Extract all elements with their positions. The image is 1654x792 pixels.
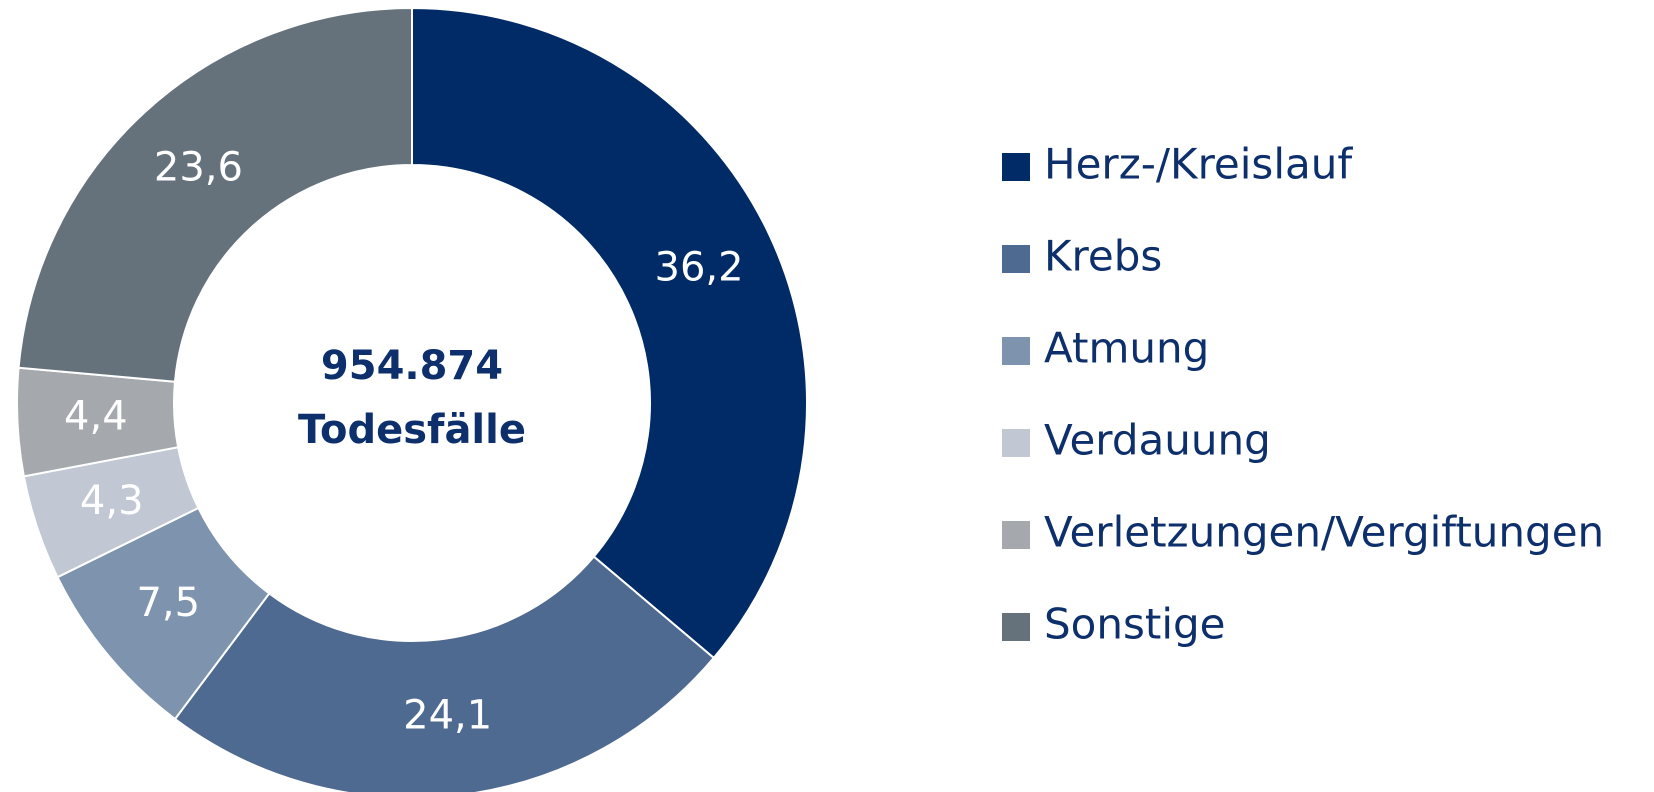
legend-swatch — [1002, 153, 1030, 181]
data-label: 24,1 — [403, 692, 492, 738]
data-label: 4,3 — [80, 478, 144, 524]
data-label: 36,2 — [655, 245, 744, 291]
legend-label: Atmung — [1044, 324, 1209, 373]
legend-label: Krebs — [1044, 232, 1162, 281]
legend-label: Verdauung — [1044, 416, 1271, 465]
legend-swatch — [1002, 429, 1030, 457]
legend-label: Verletzungen/Vergiftungen — [1044, 508, 1604, 557]
legend-swatch — [1002, 613, 1030, 641]
data-label: 7,5 — [136, 580, 200, 626]
donut-segment — [411, 6, 808, 660]
data-label: 23,6 — [154, 144, 243, 190]
donut-segment — [17, 6, 413, 383]
legend-swatch — [1002, 337, 1030, 365]
data-label: 4,4 — [64, 393, 128, 439]
legend-swatch — [1002, 245, 1030, 273]
donut-segment — [173, 555, 716, 792]
legend-label: Herz-/Kreislauf — [1044, 140, 1353, 189]
legend-label: Sonstige — [1044, 600, 1226, 649]
legend-swatch — [1002, 521, 1030, 549]
center-label: 954.874 — [321, 343, 503, 389]
center-label: Todesfälle — [298, 407, 526, 453]
